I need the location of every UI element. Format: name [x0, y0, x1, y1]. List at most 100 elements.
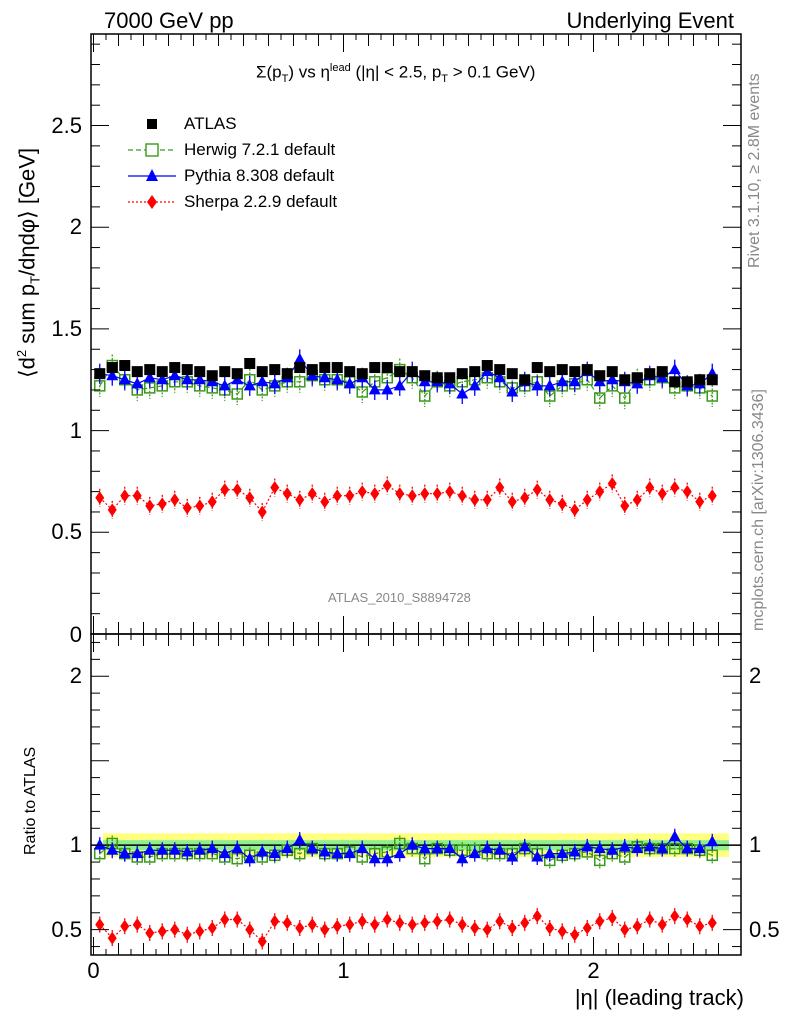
legend-item-pythia: Pythia 8.308 default [126, 164, 334, 188]
sherpa-ratio-point [570, 928, 580, 942]
sherpa-point [182, 501, 192, 515]
pythia-point [256, 375, 269, 387]
pythia-ratio-point [631, 842, 644, 854]
atlas-point [269, 364, 281, 376]
atlas-point [256, 366, 268, 378]
sherpa-point [707, 489, 717, 503]
main-y-tick-label: 2.5 [51, 112, 82, 138]
sherpa-point [232, 483, 242, 497]
pythia-ratio-point [531, 850, 544, 862]
ratio-y-tick-label-left: 2 [69, 663, 82, 689]
sherpa-ratio-point [145, 926, 155, 940]
pythia-point [493, 371, 506, 383]
herwig-point [594, 392, 606, 404]
pythia-ratio-point [381, 852, 394, 864]
sherpa-line [99, 482, 713, 514]
pythia-ratio-point [406, 838, 419, 850]
pythia-ratio-point [481, 842, 494, 854]
ratio-y-tick-label-right: 0.5 [749, 916, 780, 942]
sherpa-ratio-point [295, 921, 305, 935]
pythia-ratio-point [356, 842, 369, 854]
pythia-ratio-point [593, 842, 606, 854]
pythia-ratio-point [368, 852, 381, 864]
pythia-point [118, 373, 131, 385]
pythia-point [393, 379, 406, 391]
pythia-ratio-point [581, 840, 594, 852]
herwig-point [294, 376, 306, 388]
sherpa-ratio-point [682, 913, 692, 927]
pythia-point [506, 385, 519, 397]
pythia-point [468, 379, 481, 391]
pythia-ratio-point [506, 850, 519, 862]
atlas-point [119, 360, 131, 372]
pythia-ratio-point [706, 835, 719, 847]
pythia-ratio-point [431, 842, 444, 854]
ratio-panel-layer [91, 828, 741, 950]
sherpa-ratio-point [132, 918, 142, 932]
sherpa-ratio-point [495, 914, 505, 928]
pythia-ratio-point [393, 847, 406, 859]
sherpa-ratio-point [532, 909, 542, 923]
pythia-point [168, 369, 181, 381]
atlas-point [156, 366, 168, 378]
sherpa-ratio-line [99, 915, 713, 943]
atlas-point [281, 368, 293, 380]
pythia-point [143, 371, 156, 383]
pythia-point [456, 387, 469, 399]
pythia-ratio-point [456, 852, 469, 864]
pythia-ratio-point [268, 847, 281, 859]
sherpa-ratio-point [545, 921, 555, 935]
pythia-point [218, 379, 231, 391]
legend-marker-herwig [128, 143, 176, 157]
atlas-point [356, 368, 368, 380]
frame-layer [90, 33, 742, 956]
atlas-point [231, 368, 243, 380]
pythia-point [193, 373, 206, 385]
pythia-ratio-point [231, 842, 244, 854]
sherpa-point [407, 489, 417, 503]
sherpa-point [107, 503, 117, 517]
sherpa-point [557, 497, 567, 511]
pythia-ratio-point [193, 843, 206, 855]
pythia-ratio-point [681, 842, 694, 854]
legend-item-atlas: ATLAS [126, 112, 237, 136]
sherpa-ratio-point [657, 918, 667, 932]
pythia-ratio-point [318, 845, 331, 857]
pythia-ratio-point [243, 852, 256, 864]
sherpa-ratio-point [195, 924, 205, 938]
sherpa-ratio-point [157, 924, 167, 938]
pythia-ratio-point [306, 842, 319, 854]
atlas-point [694, 374, 706, 386]
sherpa-ratio-point [107, 931, 117, 945]
pythia-ratio-point [206, 842, 219, 854]
atlas-point [394, 366, 406, 378]
pythia-ratio-point [281, 842, 294, 854]
atlas-point [531, 362, 543, 374]
sherpa-point [282, 487, 292, 501]
legend-item-sherpa: Sherpa 2.2.9 default [126, 190, 337, 214]
ratio-y-tick-label-left: 1 [69, 832, 82, 858]
sherpa-point [245, 491, 255, 505]
atlas-point [681, 376, 693, 388]
atlas-point [506, 368, 518, 380]
main-y-tick-label: 2 [69, 214, 82, 240]
pythia-point [331, 373, 344, 385]
sherpa-point [632, 493, 642, 507]
sherpa-ratio-point [270, 914, 280, 928]
pythia-point [568, 375, 581, 387]
pythia-ratio-point [606, 843, 619, 855]
sherpa-point [445, 485, 455, 499]
pythia-ratio-point [218, 847, 231, 859]
pythia-ratio-point [156, 843, 169, 855]
pythia-point [243, 379, 256, 391]
herwig-ratio-point [294, 847, 306, 860]
sherpa-ratio-point [632, 919, 642, 933]
pythia-point [156, 373, 169, 385]
atlas-point [606, 366, 618, 378]
sherpa-point [570, 503, 580, 517]
sherpa-point [520, 491, 530, 505]
sherpa-point [482, 493, 492, 507]
pythia-ratio-point [643, 840, 656, 852]
sherpa-ratio-point [357, 914, 367, 928]
